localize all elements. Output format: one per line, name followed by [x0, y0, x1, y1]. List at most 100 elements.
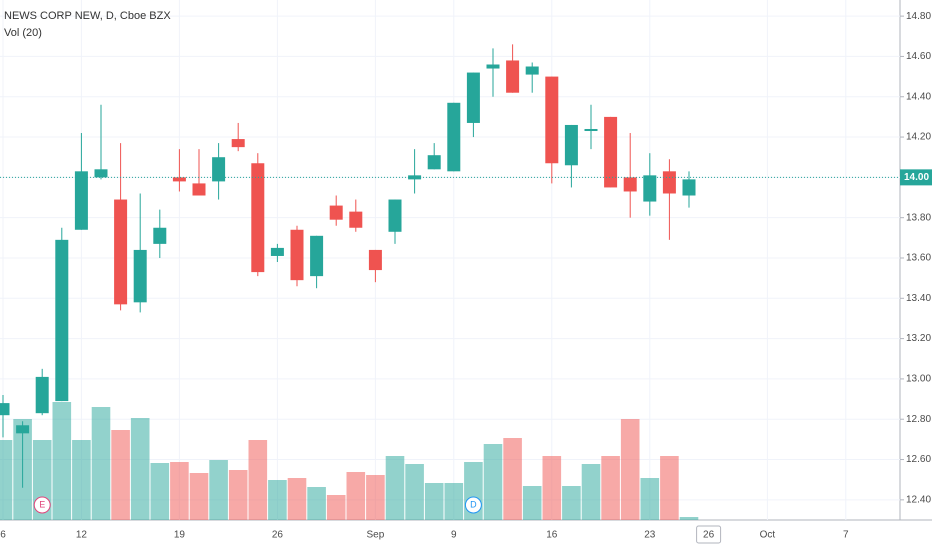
volume-bar: [307, 487, 326, 520]
volume-bar: [620, 419, 640, 520]
volume-bar: [248, 440, 268, 520]
axes: 12.40 12.60 12.80 13.00 13.20 13.40 13.60 13.80…: [0, 11, 932, 544]
volume-bar: [581, 464, 601, 520]
candle-body: [545, 76, 559, 164]
candle-body: [35, 376, 49, 414]
crosshair-label-box: [696, 525, 722, 544]
y-tick-label: 12.40: [906, 494, 931, 505]
candle-body: [623, 177, 637, 192]
candle-body: [16, 425, 30, 434]
volume-bar: [91, 407, 111, 520]
event-marker-label: D: [470, 499, 477, 509]
event-marker-label: E: [39, 499, 45, 509]
candles: [0, 44, 900, 488]
volume-bar: [0, 440, 13, 520]
y-tick-label: 13.20: [906, 333, 931, 344]
volume-legend: Vol (20): [4, 27, 42, 39]
volume-bar: [405, 464, 424, 520]
candle-body: [133, 249, 147, 303]
volume-pane: [0, 402, 699, 520]
volume-bar: [150, 463, 170, 520]
candle-body: [662, 171, 676, 194]
volume-bar: [679, 517, 699, 520]
candle-body: [310, 235, 324, 277]
candle-body: [231, 139, 245, 148]
volume-bar: [444, 483, 464, 520]
candle-body: [525, 66, 539, 75]
y-tick-label: 14.60: [906, 51, 931, 62]
candle-body: [388, 199, 402, 232]
candle-body: [506, 60, 520, 93]
volume-bar: [522, 486, 542, 520]
candle-body: [290, 229, 304, 281]
x-tick-label: 19: [174, 530, 186, 541]
volume-bar: [660, 456, 679, 520]
event-marker: [33, 496, 51, 514]
candle-body: [368, 249, 382, 271]
y-tick-label: 13.60: [906, 253, 931, 264]
x-tick-label: 23: [644, 530, 656, 541]
volume-bar: [111, 430, 130, 520]
candle-body: [682, 179, 696, 196]
candle-body: [584, 128, 598, 132]
y-tick-label: 12.80: [906, 414, 931, 425]
candle-body: [329, 205, 343, 220]
x-tick-label: 16: [546, 530, 558, 541]
candle-body: [270, 247, 284, 256]
candle-body: [466, 72, 480, 123]
candle-body: [0, 403, 10, 416]
candle-body: [94, 169, 108, 178]
volume-bar: [366, 475, 385, 520]
volume-bar: [326, 495, 346, 520]
volume-bar: [189, 473, 209, 520]
last-price-box: [900, 169, 932, 186]
volume-bar: [72, 440, 91, 520]
x-tick-label: 7: [843, 530, 849, 541]
x-tick-label: 9: [451, 530, 457, 541]
last-price-label: 14.00: [904, 172, 929, 183]
volume-bar: [228, 470, 248, 520]
volume-bar: [268, 480, 287, 520]
x-tick-label: 26: [272, 530, 284, 541]
x-tick-label: Sep: [367, 530, 385, 541]
volume-bar: [562, 486, 581, 520]
y-tick-label: 14.80: [906, 11, 931, 22]
volume-bar: [209, 460, 228, 520]
volume-bar: [503, 438, 522, 520]
candle-body: [447, 102, 461, 172]
volume-bar: [130, 418, 150, 520]
candle-body: [55, 239, 69, 402]
x-tick-label: 12: [76, 530, 88, 541]
y-tick-label: 13.40: [906, 293, 931, 304]
candle-body: [212, 157, 226, 182]
volume-bar: [287, 478, 307, 520]
volume-bar: [170, 462, 189, 520]
candle-body: [427, 155, 441, 170]
volume-bar: [52, 402, 72, 520]
x-tick-label: Oct: [760, 530, 776, 541]
x-tick-label: 26: [703, 530, 715, 541]
candle-body: [604, 116, 618, 188]
y-tick-label: 12.60: [906, 454, 931, 465]
candle-body: [349, 211, 363, 228]
candle-body: [564, 124, 578, 166]
candle-body: [153, 227, 167, 244]
y-tick-label: 13.80: [906, 212, 931, 223]
volume-bar: [542, 456, 562, 520]
chart-title: NEWS CORP NEW, D, Cboe BZX: [4, 10, 171, 22]
volume-bar: [385, 456, 405, 520]
volume-bar: [601, 456, 620, 520]
candle-body: [251, 163, 265, 273]
event-marker: [464, 496, 482, 514]
y-tick-label: 14.20: [906, 132, 931, 143]
candle-body: [74, 171, 88, 230]
volume-bar: [483, 444, 503, 520]
candle-body: [486, 64, 500, 69]
y-tick-label: 13.00: [906, 374, 931, 385]
x-tick-label: 6: [0, 530, 6, 541]
volume-bar: [424, 483, 444, 520]
volume-bar: [640, 478, 660, 520]
candle-body: [192, 183, 206, 196]
